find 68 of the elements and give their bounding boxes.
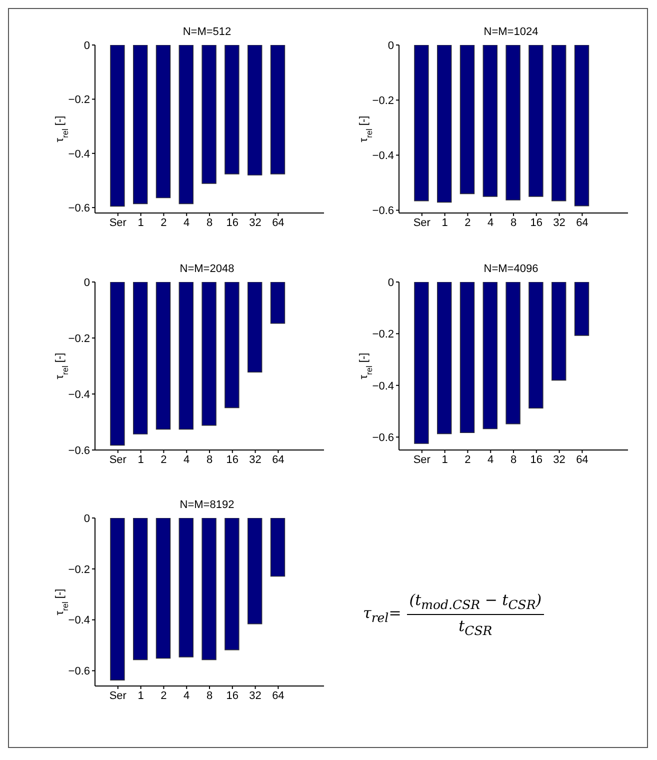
y-tick-label: −0.2 — [372, 328, 394, 341]
x-tick-label: 64 — [272, 690, 284, 702]
x-tick-label: 2 — [160, 216, 167, 229]
x-tick-label: 32 — [249, 690, 262, 702]
x-tick-label: 16 — [226, 690, 239, 702]
x-tick-label: 2 — [160, 690, 167, 702]
x-tick-label: 4 — [488, 454, 494, 466]
text: t$_{CSR}$ — [458, 616, 492, 638]
x-tick-label: 2 — [464, 216, 471, 229]
y-tick-label: −0.6 — [372, 205, 394, 218]
x-tick-label: 8 — [206, 690, 213, 702]
x-tick-label: 16 — [226, 216, 239, 229]
x-tick-label: 16 — [530, 216, 543, 229]
x-tick-label: 64 — [272, 216, 284, 229]
chart-title: N=M=1024 — [484, 26, 538, 38]
x-tick-label: 1 — [138, 216, 144, 229]
y-tick-label: −0.2 — [68, 564, 90, 576]
chart-title: N=M=512 — [182, 26, 232, 38]
x-tick-label: 4 — [184, 216, 190, 229]
x-tick-label: 4 — [184, 690, 190, 702]
chart-title: N=M=4096 — [484, 263, 538, 275]
chart-title: N=M=2048 — [180, 263, 234, 275]
y-tick-label: −0.6 — [68, 666, 90, 678]
x-tick-label: Ser — [413, 216, 431, 229]
x-tick-label: 2 — [464, 454, 471, 466]
y-tick-label: −0.6 — [68, 444, 90, 457]
x-tick-label: 2 — [160, 454, 167, 466]
y-tick-label: −0.2 — [372, 94, 394, 107]
x-tick-label: Ser — [413, 454, 431, 466]
x-tick-label: 16 — [226, 454, 239, 466]
x-tick-label: 64 — [576, 216, 588, 229]
x-tick-label: Ser — [109, 690, 127, 702]
y-tick-label: −0.4 — [68, 614, 90, 627]
x-tick-label: 32 — [553, 216, 566, 229]
x-tick-label: 1 — [442, 216, 448, 229]
x-tick-label: 32 — [249, 216, 262, 229]
x-tick-label: 1 — [138, 690, 144, 702]
y-tick-label: 0 — [84, 512, 90, 525]
x-tick-label: 4 — [184, 454, 190, 466]
x-tick-label: 1 — [138, 454, 144, 466]
x-tick-label: 1 — [442, 454, 448, 466]
x-tick-label: 64 — [272, 454, 284, 466]
y-tick-label: 0 — [84, 40, 90, 52]
text: τ$_{rel}$= — [363, 604, 402, 624]
x-tick-label: 8 — [510, 454, 517, 466]
y-tick-label: −0.2 — [68, 94, 90, 106]
y-tick-label: −0.6 — [68, 202, 90, 214]
y-tick-label: −0.4 — [68, 388, 90, 401]
x-tick-label: 8 — [206, 216, 213, 229]
x-tick-label: 16 — [530, 454, 543, 466]
y-tick-label: 0 — [388, 276, 394, 289]
x-tick-label: 8 — [510, 216, 517, 229]
y-tick-label: −0.6 — [372, 432, 394, 444]
x-tick-label: 32 — [249, 454, 262, 466]
x-tick-label: 64 — [576, 454, 588, 466]
x-tick-label: 32 — [553, 454, 566, 466]
y-tick-label: 0 — [84, 276, 90, 289]
x-tick-label: 8 — [206, 454, 213, 466]
y-tick-label: −0.4 — [372, 380, 394, 392]
y-tick-label: −0.4 — [372, 150, 394, 162]
y-tick-label: −0.4 — [68, 148, 90, 160]
x-tick-label: 4 — [488, 216, 494, 229]
chart-title: N=M=8192 — [180, 499, 234, 511]
y-tick-label: 0 — [388, 40, 394, 52]
text: (t$_{mod.CSR}$ − t$_{CSR}$) — [408, 590, 543, 614]
y-tick-label: −0.2 — [68, 332, 90, 345]
x-tick-label: Ser — [109, 454, 127, 466]
x-tick-label: Ser — [109, 216, 127, 229]
